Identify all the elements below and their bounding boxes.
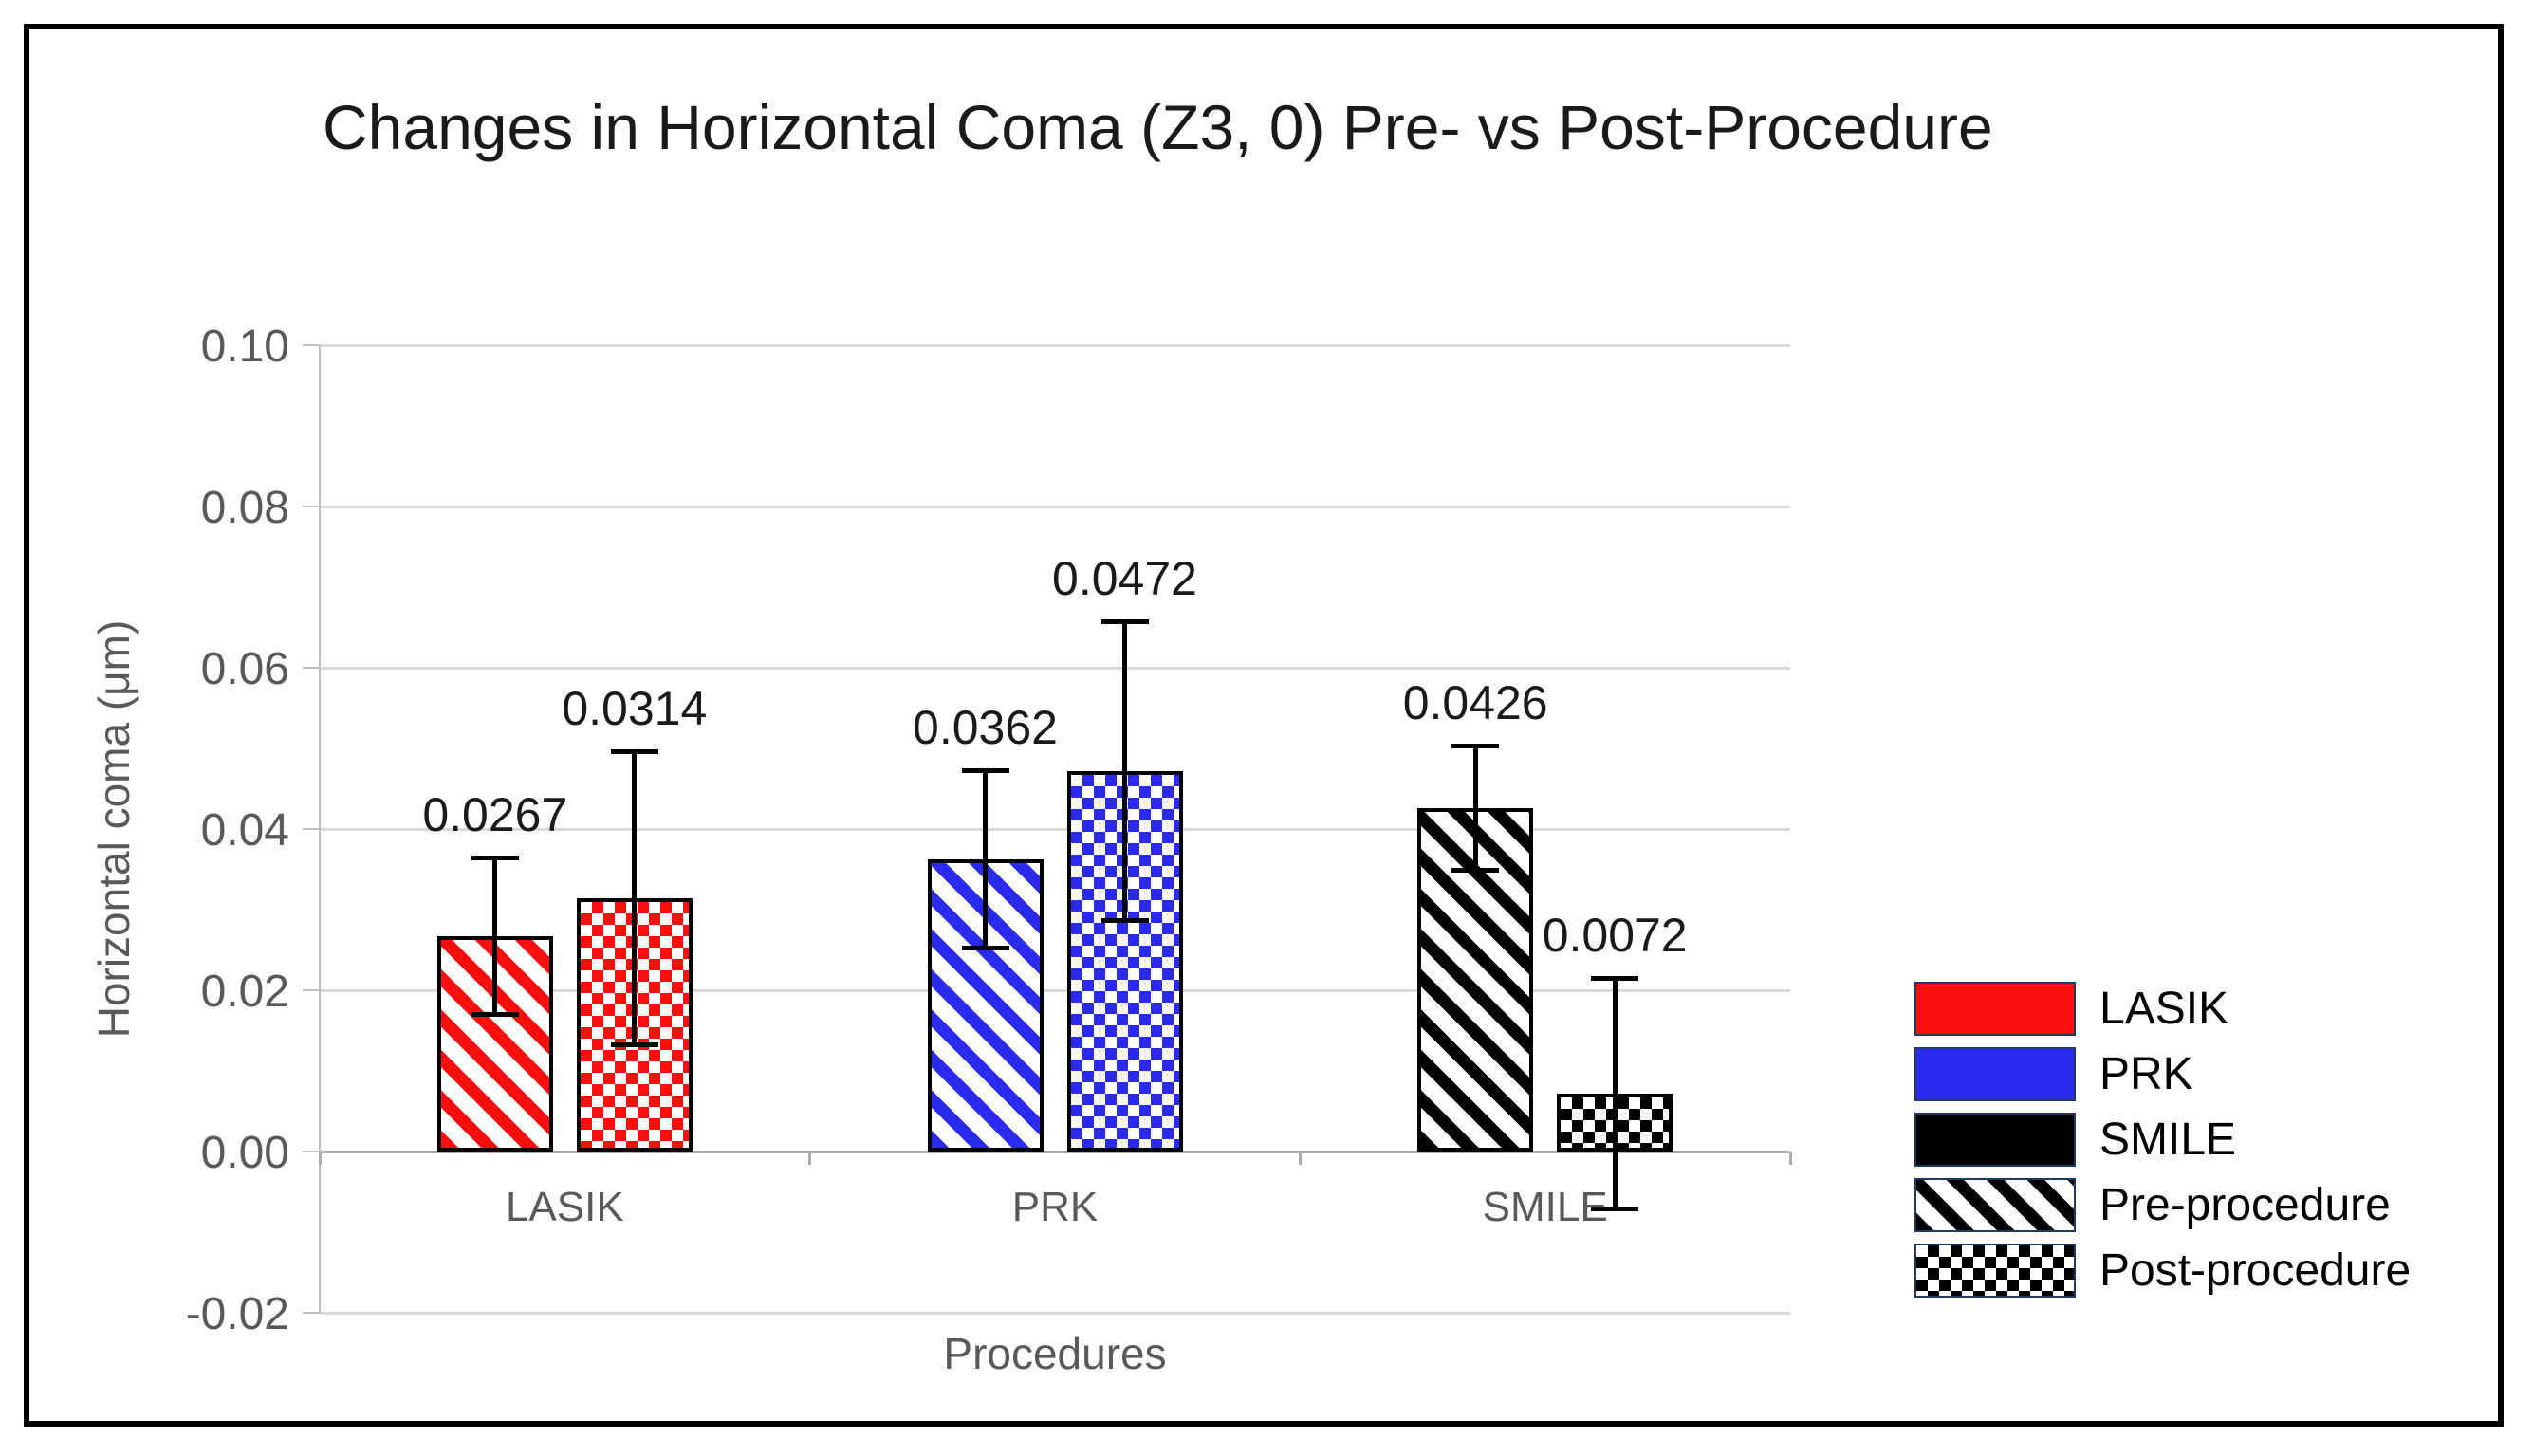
x-axis-title: Procedures (943, 1329, 1167, 1378)
x-tick (808, 1152, 812, 1165)
y-tick-label: 0.06 (200, 644, 289, 694)
error-bar-cap-bottom (1451, 867, 1500, 873)
bar-value-label: 0.0267 (422, 788, 568, 842)
x-tick (1298, 1152, 1302, 1165)
error-bar-cap-top (1591, 975, 1639, 981)
error-bar-cap-top (961, 768, 1009, 774)
legend-label: PRK (2099, 1048, 2193, 1099)
error-bar-cap-bottom (610, 1042, 658, 1048)
y-tick (303, 1151, 320, 1152)
x-tick (318, 1152, 322, 1165)
legend-label: SMILE (2099, 1114, 2237, 1165)
y-tick (303, 344, 320, 346)
y-axis-line (319, 345, 321, 1313)
error-bar-line (1612, 975, 1618, 1211)
x-axis-line (320, 1150, 1790, 1153)
error-bar-cap-bottom (1591, 1206, 1639, 1211)
gridline (320, 827, 1790, 831)
error-bar-line (492, 856, 498, 1018)
error-bar-cap-bottom (961, 946, 1009, 951)
error-bar-line (1122, 619, 1127, 923)
error-bar-line (983, 768, 988, 951)
error-bar-cap-bottom (471, 1012, 519, 1018)
y-tick (303, 1312, 320, 1314)
bar-value-label: 0.0472 (1052, 552, 1197, 605)
error-bar-cap-top (1100, 619, 1149, 624)
chart-title: Changes in Horizontal Coma (Z3, 0) Pre- … (323, 92, 1993, 162)
legend-label: Post-procedure (2099, 1244, 2412, 1296)
legend-swatch-pre-procedure (1914, 1178, 2076, 1232)
figure-border (24, 24, 2504, 1427)
y-tick (303, 828, 320, 830)
legend-swatch-lasik (1914, 982, 2076, 1036)
error-bar-cap-top (1451, 743, 1500, 748)
gridline (320, 505, 1790, 508)
bar-value-label: 0.0072 (1542, 908, 1688, 962)
y-tick-label: -0.02 (185, 1289, 289, 1339)
error-bar-line (632, 748, 638, 1048)
y-tick-label: 0.10 (200, 322, 289, 372)
legend-swatch-smile (1914, 1113, 2076, 1167)
error-bar-cap-bottom (1100, 917, 1149, 923)
x-category-label: LASIK (505, 1184, 624, 1230)
legend-swatch-prk (1914, 1047, 2076, 1101)
y-tick (303, 989, 320, 991)
gridline (320, 343, 1790, 347)
y-tick (303, 667, 320, 669)
bar-value-label: 0.0426 (1402, 675, 1548, 729)
gridline (320, 988, 1790, 992)
y-tick-label: 0.02 (200, 967, 289, 1017)
y-tick-label: 0.00 (200, 1128, 289, 1178)
error-bar-line (1472, 743, 1478, 873)
gridline (320, 666, 1790, 670)
error-bar-cap-top (610, 748, 658, 754)
legend-label: LASIK (2099, 983, 2229, 1034)
legend-swatch-post-procedure (1914, 1244, 2076, 1298)
error-bar-cap-top (471, 856, 519, 861)
bar-value-label: 0.0362 (913, 701, 1058, 755)
x-tick (1788, 1152, 1792, 1165)
x-category-label: PRK (1011, 1184, 1099, 1230)
legend-label: Pre-procedure (2099, 1179, 2391, 1230)
gridline (320, 1311, 1790, 1315)
x-category-label: SMILE (1482, 1184, 1608, 1230)
y-tick-label: 0.08 (200, 483, 289, 533)
bar-value-label: 0.0314 (562, 681, 708, 735)
y-tick (303, 506, 320, 507)
y-tick-label: 0.04 (200, 805, 289, 856)
